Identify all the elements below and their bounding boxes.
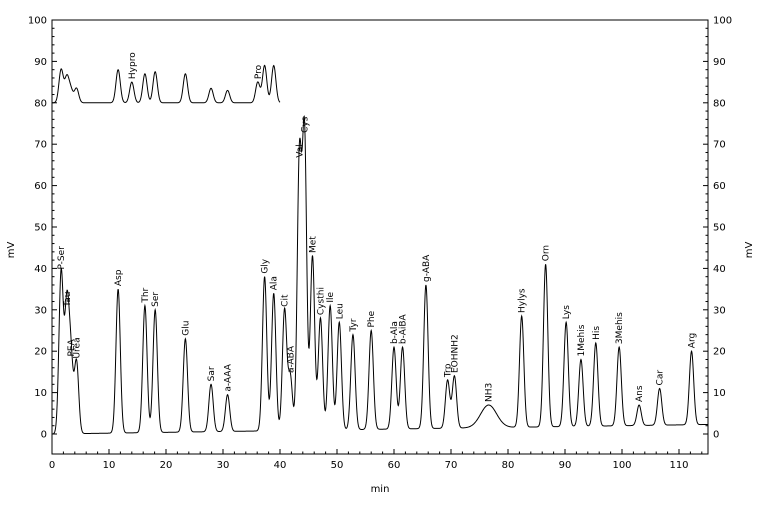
peak-label: Trp [444,363,454,378]
x-axis-title: min [371,484,390,495]
y-tick-label-right: 80 [713,98,726,109]
peak-label: Car [656,370,666,386]
peak-label: Ala [270,276,280,290]
y-tick-label-left: 40 [34,264,47,275]
y-axis-title-left: mV [6,242,17,259]
y-tick-label-left: 30 [34,305,47,316]
x-tick-label: 10 [103,460,116,471]
y-tick-label-left: 90 [34,57,47,68]
peak-label: Leu [335,303,345,319]
peak-label: Pro [254,64,264,79]
peak-label: Lys [562,305,572,320]
peak-label: His [592,326,602,340]
peak-label: Arg [688,333,698,348]
peak-label: Met [308,236,318,253]
x-tick-label: 20 [160,460,173,471]
peak-label: Phe [367,310,377,327]
y-tick-label-right: 10 [713,388,726,399]
y-tick-label-right: 50 [713,223,726,234]
y-tick-label-left: 100 [28,16,47,27]
y-tick-label-right: 100 [713,16,732,27]
peak-label: P-Ser [57,246,67,270]
peak-label: NH3 [485,383,495,402]
peak-label: b-AiBA [399,313,409,344]
x-tick-label: 110 [669,460,688,471]
y-tick-label-left: 70 [34,140,47,151]
peak-label: Tyr [349,318,359,332]
peak-label: Hypro [128,52,138,79]
x-tick-label: 90 [559,460,572,471]
y-tick-label-right: 20 [713,347,726,358]
plot-frame [51,19,709,455]
peak-label: Urea [73,337,83,358]
peak-label: PEA [67,338,77,356]
peak-label: Asp [114,269,124,286]
x-tick-label: 30 [217,460,230,471]
trace-layer [51,64,708,435]
y-tick-label-right: 0 [713,430,719,441]
peak-label: Thr [141,287,151,303]
peak-label: Sar [207,366,217,381]
peak-label: Ser [151,292,161,307]
y-tick-label-right: 90 [713,57,726,68]
y-axis-title-right: mV [744,242,755,259]
y-tick-label-left: 50 [34,223,47,234]
y-tick-label-right: 70 [713,140,726,151]
x-tick-label: 40 [274,460,287,471]
y-tick-label-left: 20 [34,347,47,358]
peak-label: Hylys [518,288,528,313]
peak-label: b-Ala [390,321,400,344]
peak-label: Tau [63,292,73,308]
y-tick-label-right: 40 [713,264,726,275]
peak-label: Cysthi [316,287,326,315]
x-tick-label: 80 [502,460,515,471]
peak-label: Cit [281,294,291,307]
x-tick-label: 50 [331,460,344,471]
x-tick-label: 70 [445,460,458,471]
peak-label: 3Mehis [615,312,625,344]
peak-label: g-ABA [422,254,432,282]
y-tick-label-left: 80 [34,98,47,109]
trace-line [51,64,281,104]
peak-label: Gly [261,258,271,273]
x-tick-label: 60 [388,460,401,471]
peak-label: a-AAA [224,363,234,391]
peak-label: EOHNH2 [450,334,460,373]
peak-label: 1Mehis [577,324,587,356]
peak-label: a-ABA [286,345,296,373]
peak-label: Ile [326,292,336,303]
peak-label: Ans [635,385,645,402]
y-tick-label-right: 30 [713,305,726,316]
peak-label: Cys [301,116,311,133]
x-tick-label: 100 [612,460,631,471]
y-tick-label-left: 10 [34,388,47,399]
trace-line [51,115,708,435]
y-tick-label-left: 60 [34,181,47,192]
peak-label: Val [295,144,305,157]
x-tick-label: 0 [49,460,55,471]
axis-ticks: 0 10 20 30 40 50 60 70 80 90 100 110 0 0 10 10 20 20 30 30 4… [28,16,732,472]
y-tick-label-right: 60 [713,181,726,192]
peak-label: Orn [542,245,552,261]
y-tick-label-left: 0 [41,430,47,441]
peak-label: Glu [181,321,191,336]
